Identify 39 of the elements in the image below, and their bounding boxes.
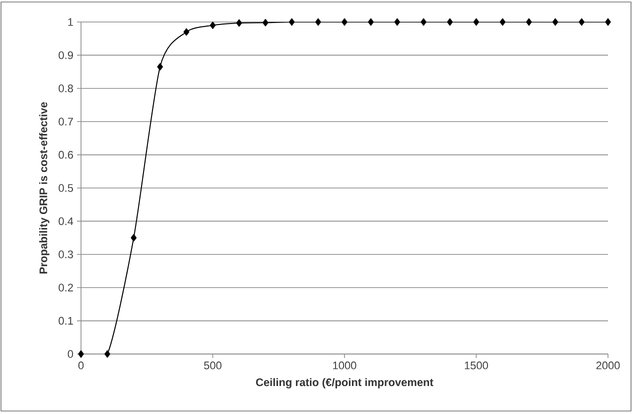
point <box>368 18 374 26</box>
y-tick-label: 0.1 <box>58 316 73 325</box>
y-axis-title: Propability GRIP is cost-effective <box>39 102 50 274</box>
point <box>605 18 611 26</box>
point <box>130 234 137 242</box>
point <box>78 350 84 358</box>
y-tick-label: 0.2 <box>58 284 73 292</box>
point <box>315 18 322 26</box>
point <box>157 63 163 71</box>
point <box>526 18 532 26</box>
x-tick-label: 2000 <box>596 362 620 370</box>
y-tick-label: 0 <box>68 350 74 358</box>
point <box>578 18 585 26</box>
y-tick-label: 1 <box>68 18 73 26</box>
point <box>236 19 242 27</box>
point <box>184 28 190 36</box>
point <box>420 18 426 26</box>
point <box>342 18 348 26</box>
point <box>394 18 400 26</box>
point <box>473 18 480 26</box>
y-tick-label: 0.4 <box>58 217 74 226</box>
x-tick-label: 1500 <box>464 362 488 370</box>
point <box>552 18 558 26</box>
x-tick-label: 1000 <box>333 362 356 370</box>
x-tick-label: 500 <box>204 362 222 370</box>
point <box>210 22 216 30</box>
y-tick-label: 0.8 <box>58 84 73 92</box>
point <box>500 18 506 26</box>
point <box>104 350 110 358</box>
point <box>447 18 453 26</box>
y-tick-label: 0.5 <box>58 184 74 192</box>
y-tick-label: 0.6 <box>58 150 73 159</box>
x-axis-title: Ceiling ratio (€/point improvement <box>256 378 434 388</box>
point <box>288 18 295 26</box>
y-tick-label: 0.3 <box>58 250 73 258</box>
x-tick-label: 0 <box>78 362 84 370</box>
y-tick-label: 0.9 <box>58 51 73 60</box>
point <box>262 18 268 26</box>
y-tick-label: 0.7 <box>58 118 73 126</box>
